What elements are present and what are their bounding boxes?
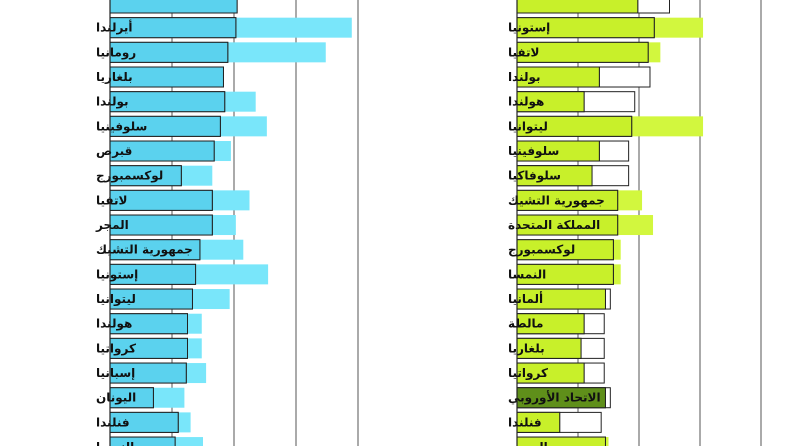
right-bar-row xyxy=(516,288,611,310)
right-bar-row xyxy=(516,263,621,285)
left-bar-primary xyxy=(109,0,238,14)
right-bar-row xyxy=(516,17,704,39)
right-bar-chart: إستونيا لاتفيا بولندا هولندا ليتوانيا سلوفيني… xyxy=(508,0,762,446)
left-category-label: قبرص xyxy=(96,144,132,158)
right-bar-row xyxy=(516,239,621,261)
right-bar-primary xyxy=(516,0,639,14)
left-bar-row xyxy=(109,91,256,113)
left-category-label: المجر xyxy=(95,218,129,232)
right-category-label: المملكة المتحدة xyxy=(508,218,600,232)
left-bar-chart: أيرلندا رومانيا بلغاريا بولندا سلوفينيا قبرص ل… xyxy=(95,0,359,446)
right-bar-row xyxy=(516,411,602,433)
right-bar-row xyxy=(516,214,654,236)
right-category-label: سلوفينيا xyxy=(508,144,559,159)
right-category-label: الاتحاد الأوروبي xyxy=(508,390,601,406)
left-bar-row xyxy=(109,288,230,310)
right-bar-row xyxy=(516,41,661,63)
right-bar-row xyxy=(516,91,636,113)
left-category-label: ليتوانيا xyxy=(96,292,136,307)
left-bar-primary xyxy=(109,436,176,446)
right-category-label: جمهورية التشيك xyxy=(508,193,605,208)
right-bar-row xyxy=(516,66,651,88)
right-category-label: النمسا xyxy=(508,267,546,281)
right-bar-row xyxy=(516,0,670,14)
right-category-label: هولندا xyxy=(508,95,544,110)
left-bar-row xyxy=(109,41,326,63)
left-category-label: هولندا xyxy=(96,317,132,332)
right-category-label: السويد xyxy=(508,440,548,446)
right-bar-row xyxy=(516,313,605,335)
left-bar-row xyxy=(109,436,203,446)
left-category-label: النمسا xyxy=(96,440,134,446)
right-category-label: لاتفيا xyxy=(508,45,539,59)
left-category-label: بلغاريا xyxy=(96,70,133,84)
right-category-label: بولندا xyxy=(508,70,540,85)
left-bar-row xyxy=(109,239,244,261)
right-category-label: ليتوانيا xyxy=(508,119,548,134)
left-bar-row xyxy=(109,313,202,335)
left-category-label: سلوفينيا xyxy=(96,119,147,134)
right-bar-row xyxy=(516,436,609,446)
left-category-label: لوكسمبورج xyxy=(96,169,163,184)
left-bar-row xyxy=(109,165,213,187)
right-bar-row xyxy=(516,387,611,409)
left-bar-row xyxy=(109,0,238,14)
right-bar-row xyxy=(516,165,630,187)
right-bar-row xyxy=(516,362,605,384)
left-bar-row xyxy=(109,214,236,236)
right-category-label: بلغاريا xyxy=(508,341,545,355)
right-category-label: سلوفاكيا xyxy=(508,169,561,184)
left-bar-row xyxy=(109,263,269,285)
left-category-label: إستونيا xyxy=(96,267,138,282)
left-bar-row xyxy=(109,17,352,39)
right-category-label: فنلندا xyxy=(508,415,542,429)
left-bar-row xyxy=(109,362,207,384)
left-category-label: جمهورية التشيك xyxy=(96,243,193,258)
left-category-label: لاتفيا xyxy=(96,193,127,207)
left-category-label: إسبانيا xyxy=(96,366,135,380)
left-category-label: أيرلندا xyxy=(96,20,133,35)
left-bar-row xyxy=(109,189,250,211)
left-bar-row xyxy=(109,411,191,433)
left-category-label: اليونان xyxy=(96,391,136,406)
left-category-label: كرواتيا xyxy=(96,341,136,356)
left-bar-row xyxy=(109,140,231,162)
right-bar-primary xyxy=(516,436,606,446)
left-bar-row xyxy=(109,115,267,137)
right-bar-row xyxy=(516,337,605,359)
right-category-label: ألمانيا xyxy=(508,291,543,306)
left-bar-row xyxy=(109,66,224,88)
right-bar-row xyxy=(516,189,643,211)
right-category-label: كرواتيا xyxy=(508,366,548,381)
right-category-label: إستونيا xyxy=(508,21,550,36)
left-category-label: فنلندا xyxy=(96,415,130,429)
left-bar-row xyxy=(109,337,202,359)
left-category-label: بولندا xyxy=(96,95,128,110)
right-bar-row xyxy=(516,115,704,137)
right-category-label: لوكسمبورج xyxy=(508,243,575,258)
right-category-label: مالطة xyxy=(508,317,543,331)
left-category-label: رومانيا xyxy=(96,45,136,60)
